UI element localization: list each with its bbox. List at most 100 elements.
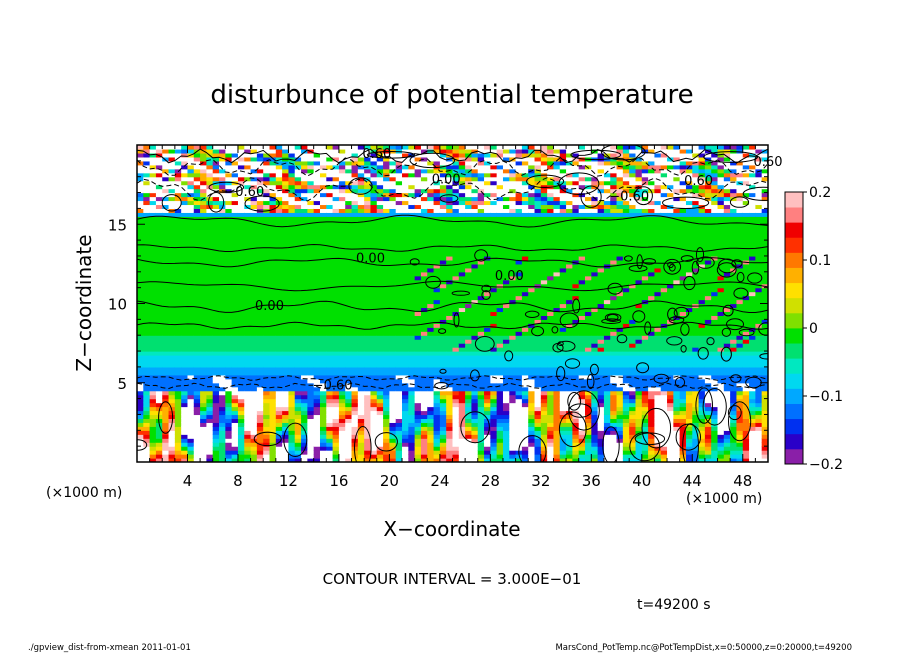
contour-loop	[481, 284, 492, 293]
y-axis-unit: (×1000 m)	[46, 485, 122, 501]
y-tick-label: 15	[108, 216, 127, 234]
contour-loop	[680, 323, 690, 336]
contour-loop	[636, 362, 650, 374]
x-tick-label: 12	[279, 472, 298, 490]
x-tick-label: 4	[183, 472, 193, 490]
colorbar-swatch	[785, 388, 803, 404]
contour-loop	[526, 174, 565, 189]
contour-loop	[567, 392, 582, 411]
contour-loop	[425, 275, 442, 289]
contour-loop	[374, 432, 398, 452]
contour-label: 0.00	[255, 299, 284, 314]
contour-loop	[586, 374, 595, 389]
contour-loop	[589, 363, 599, 376]
contour-loop	[453, 312, 460, 328]
contour-loop	[632, 310, 646, 323]
chart-title: disturbunce of potential temperature	[210, 80, 693, 110]
contour-loop	[253, 431, 282, 447]
contour-loop	[733, 287, 749, 299]
contour-loop	[663, 258, 682, 275]
contour-loop	[434, 382, 449, 390]
contour-loop	[474, 336, 495, 352]
x-tick-label: 16	[329, 472, 348, 490]
contour-loop	[666, 336, 683, 346]
contour-loop	[600, 145, 646, 161]
contour-line	[137, 177, 768, 202]
x-axis: 4 8 12 16 20 24 28 32 36 40 44 48	[136, 145, 769, 490]
contour-line	[137, 157, 768, 177]
colorbar-swatch	[785, 358, 803, 374]
contour-loop	[674, 377, 686, 388]
contour-loop	[564, 358, 581, 369]
y-axis-label: Z−coordinate	[72, 234, 96, 371]
colorbar-swatch	[785, 282, 803, 299]
contour-loop	[409, 152, 456, 169]
contour-loop	[634, 186, 653, 206]
y-axis: 5 10 15	[108, 144, 768, 463]
x-tick-label: 36	[582, 472, 601, 490]
contour-loop	[208, 181, 245, 193]
contour-loop	[697, 347, 709, 360]
contour-line	[137, 300, 768, 313]
contour-loop	[720, 346, 732, 362]
colorbar-swatch	[785, 207, 803, 223]
contour-loop	[161, 194, 182, 212]
contour-loop	[158, 401, 174, 434]
contour-loop	[680, 255, 694, 262]
contour-loop	[451, 290, 470, 296]
contour-loop	[729, 196, 750, 208]
contour-label: −0.60	[313, 378, 353, 393]
contour-loop	[706, 337, 715, 346]
contour-loop	[557, 341, 564, 347]
contour-loop	[722, 304, 734, 317]
contour-loop	[624, 255, 633, 262]
contour-loop	[354, 426, 372, 462]
contour-interval: CONTOUR INTERVAL = 3.000E−01	[323, 570, 582, 588]
contour-loop	[726, 318, 744, 331]
colorbar-swatch	[785, 448, 803, 465]
time-label: t=49200 s	[637, 597, 711, 613]
colorbar-swatch	[785, 418, 803, 435]
contour-loop	[558, 172, 600, 195]
footer-right: MarsCond_PotTemp.nc@PotTempDist,x=0:5000…	[555, 643, 852, 653]
colorbar-swatch	[785, 373, 803, 389]
x-tick-label: 28	[481, 472, 500, 490]
contour-loop	[696, 256, 715, 269]
contour-loop	[504, 350, 514, 362]
contour-line	[137, 280, 768, 292]
contour-loop	[602, 426, 620, 462]
contour-loop	[738, 328, 755, 337]
colorbar-swatch	[785, 297, 803, 314]
x-tick-label: 32	[531, 472, 550, 490]
contour-loop	[439, 368, 447, 374]
contour-loop	[682, 423, 699, 462]
x-tick-label: 48	[733, 472, 752, 490]
colorbar-swatch	[785, 267, 803, 284]
contour-loop	[702, 388, 727, 426]
footer-left: ./gpview_dist-from-xmean 2011-01-01	[28, 643, 191, 653]
contour-loop	[568, 403, 592, 418]
y-tick-label: 10	[108, 296, 127, 314]
contour-label: 0.60	[362, 147, 391, 162]
contour-loop	[636, 254, 643, 270]
contour-loop	[559, 312, 580, 329]
colorbar-tick-label: 0.1	[809, 253, 831, 269]
x-tick-label: 44	[683, 472, 702, 490]
x-tick-label: 40	[632, 472, 651, 490]
contour-line	[137, 257, 768, 268]
heatmap-field	[137, 145, 768, 462]
contour-loop	[691, 260, 700, 275]
contour-loop	[556, 366, 566, 382]
contour-loop	[556, 340, 576, 352]
contour-loop	[730, 374, 742, 383]
contour-loop	[703, 151, 758, 163]
contour-label: −0.60	[224, 185, 264, 200]
contour-label: 0.00	[495, 269, 524, 284]
contour-loop	[728, 401, 752, 442]
contour-loop	[524, 310, 540, 318]
contour-loop	[470, 369, 480, 382]
colorbar-swatch	[785, 403, 803, 420]
contour-line	[137, 375, 768, 381]
contour-loop	[680, 345, 687, 353]
